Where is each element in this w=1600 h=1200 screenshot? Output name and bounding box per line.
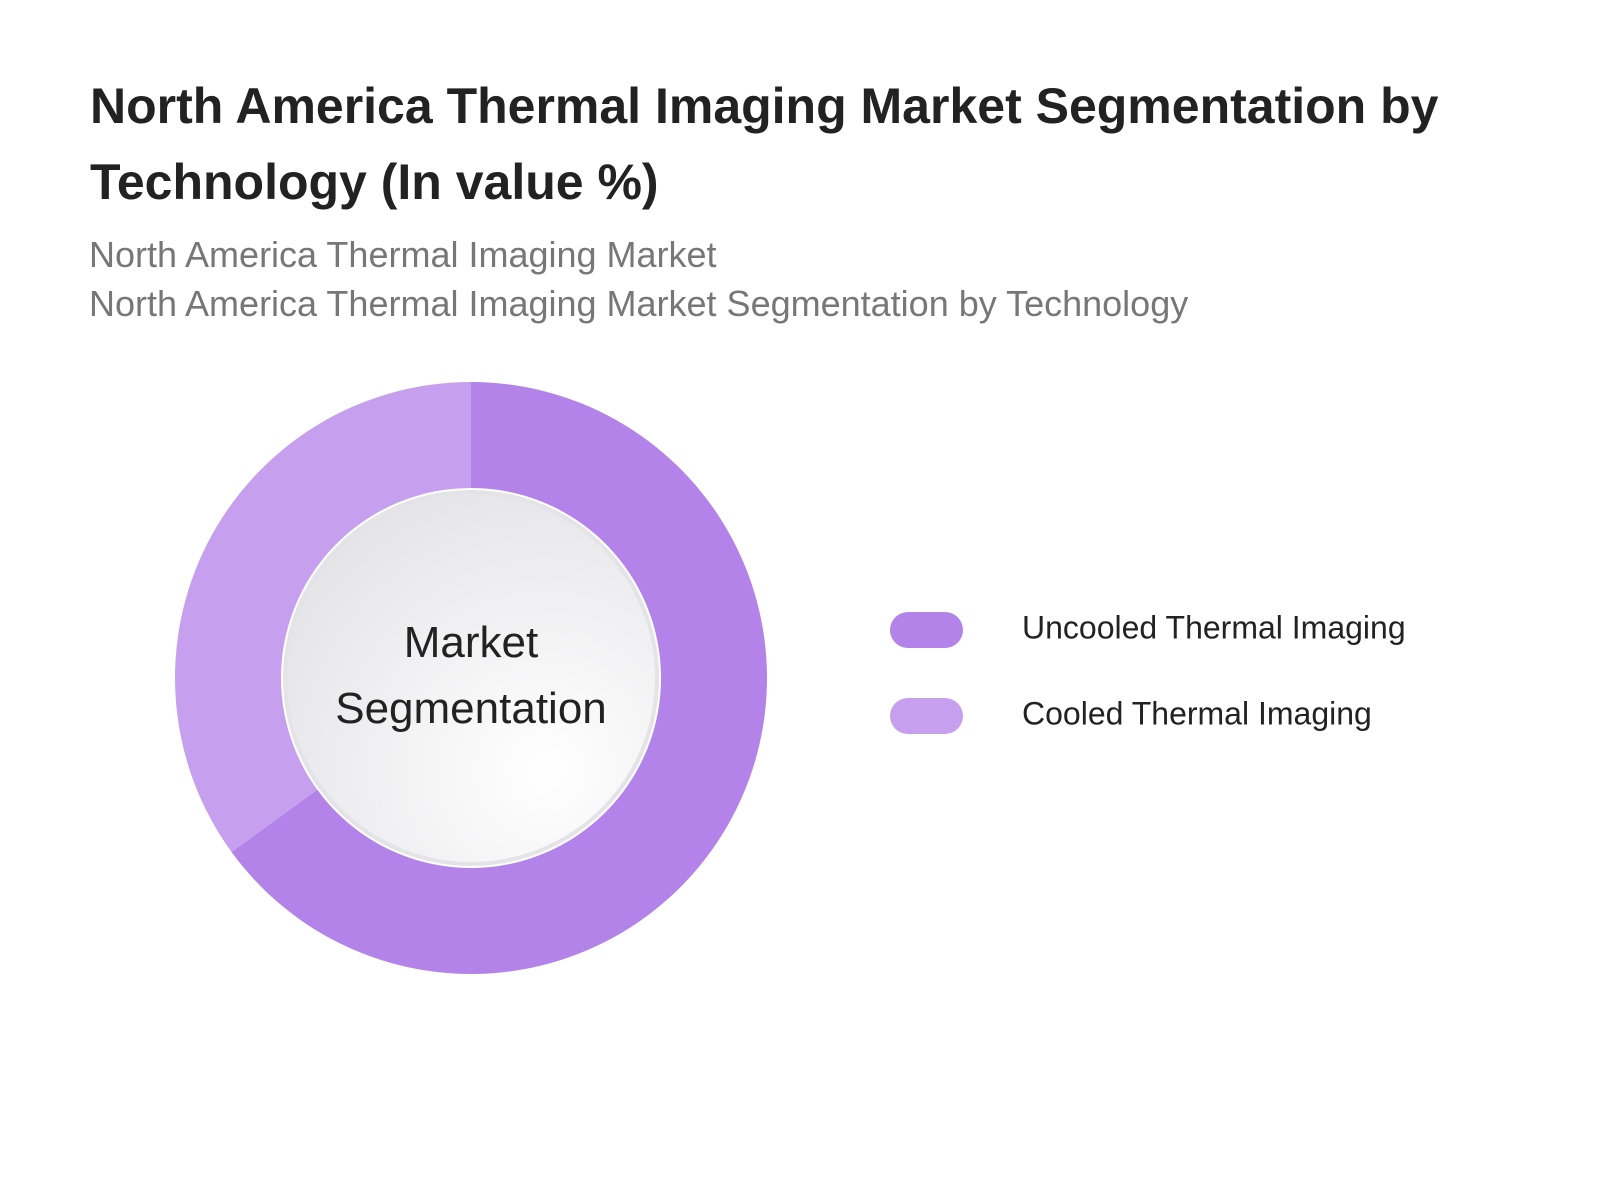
subtitle: North America Thermal Imaging Market Seg… [89, 283, 1189, 324]
subtitle: North America Thermal Imaging Market [89, 234, 717, 275]
legend-swatch [890, 698, 963, 734]
donut-slice [175, 382, 471, 852]
legend-label: Cooled Thermal Imaging [1022, 695, 1372, 731]
chart-title: North America Thermal Imaging Market Seg… [90, 78, 1439, 210]
donut-slice [231, 382, 767, 975]
legend-label: Uncooled Thermal Imaging [1022, 609, 1406, 645]
donut-hole [283, 490, 659, 866]
center-label: Market Segmentation [335, 618, 607, 733]
legend-swatch [890, 612, 963, 648]
